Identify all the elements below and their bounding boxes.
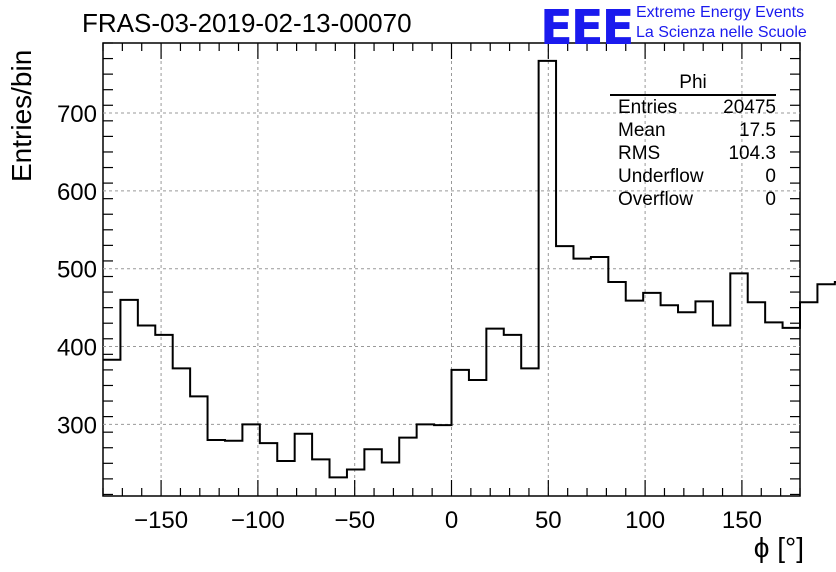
stats-row-mean: Mean 17.5 [618,120,776,141]
histogram-bin [260,443,277,496]
histogram-bin [347,470,364,496]
histogram-bin [695,301,712,496]
stats-box: Phi Entries 20475 Mean 17.5 RMS 104.3 Under… [610,73,776,211]
histogram-bin [364,449,381,496]
histogram-bin [556,246,573,496]
logo-line-1: Extreme Energy Events [636,4,805,21]
histogram-bin [399,438,416,496]
histogram-bin [626,301,643,496]
x-tick-label: −100 [231,507,285,534]
y-tick-label: 700 [57,101,97,128]
histogram-bin [330,477,347,496]
histogram-bin [138,326,155,496]
histogram-bin [643,293,660,496]
histogram-bin [783,328,800,496]
histogram-bin [452,370,469,496]
histogram-bin [312,459,329,496]
eee-logo-icon: EEE [540,0,634,56]
histogram-bin [539,61,556,496]
histogram-bin [521,368,538,496]
histogram-bin [417,424,434,496]
histogram-bin [748,302,765,496]
histogram-bin [103,360,120,496]
stats-row-overflow: Overflow 0 [618,189,776,210]
x-axis-label: ϕ [°] [753,532,804,563]
stats-title: Phi [610,73,776,96]
x-tick-label: −150 [134,507,188,534]
y-tick-label: 300 [57,412,97,439]
histogram-step-line [103,59,836,479]
histogram-bin [713,326,730,496]
histogram-bin [190,396,207,496]
histogram-bin [504,335,521,496]
y-axis-label: Entries/bin [6,49,37,182]
x-tick-label: −50 [334,507,375,534]
histogram-bin [591,257,608,496]
histogram-bin [382,463,399,496]
histogram-bin [765,322,782,496]
stats-row-entries: Entries 20475 [618,97,776,118]
histogram-bin [155,335,172,496]
histogram-bin [486,329,503,496]
histogram-bin [173,368,190,496]
x-tick-label: 50 [535,507,562,534]
y-tick-label: 400 [57,335,97,362]
histogram-bin [225,441,242,496]
histogram-bin [208,440,225,496]
plot-title: FRAS-03-2019-02-13-00070 [82,8,412,38]
x-tick-label: 100 [625,507,665,534]
axis-ticks [102,42,801,496]
histogram-bin [434,425,451,496]
y-tick-label: 500 [57,257,97,284]
stats-row-underflow: Underflow 0 [618,166,776,187]
histogram-bin [469,380,486,496]
x-tick-label: 0 [445,507,458,534]
tick-labels: −150 −100 −50 0 50 100 150 300 400 500 600 700 [57,101,762,534]
logo-line-2: La Scienza nelle Scuole [636,24,807,41]
histogram-bin [730,273,747,496]
histogram-bin [120,300,137,496]
histogram-bin [573,259,590,496]
x-tick-label: 150 [722,507,762,534]
histogram-bin [800,302,817,496]
stats-row-rms: RMS 104.3 [618,143,776,164]
histogram-bin [661,305,678,496]
y-tick-label: 600 [57,179,97,206]
histogram-bin [817,284,834,496]
histogram-bin [242,424,259,496]
histogram-bin [277,461,294,496]
histogram-bin [678,312,695,496]
histogram-bin [295,434,312,496]
histogram-bin [608,282,625,496]
